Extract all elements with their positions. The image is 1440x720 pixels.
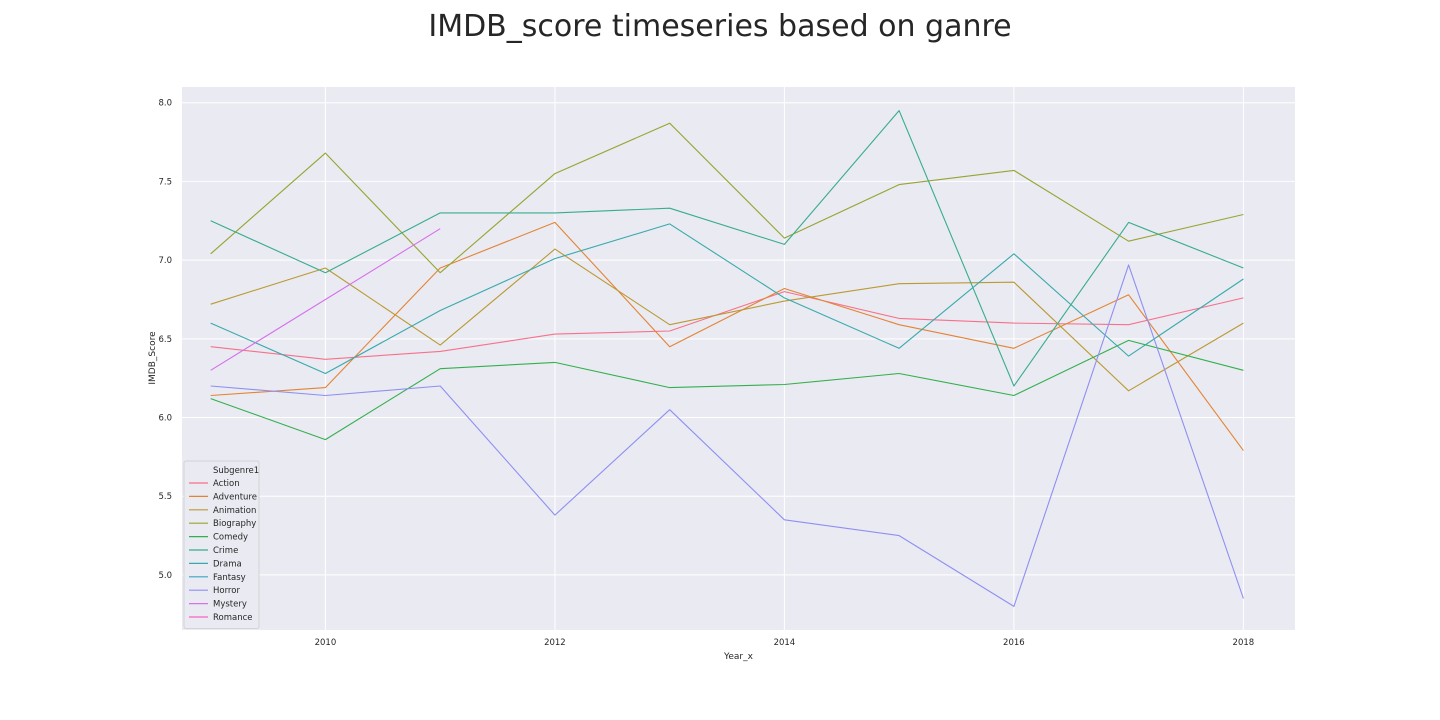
series-line-drama [210,223,1244,375]
legend-label-mystery: Mystery [213,600,247,610]
series-line-mystery [210,228,441,371]
y-tick-label: 8.0 [158,99,172,109]
series-line-comedy [210,339,1244,441]
series-line-adventure [210,221,1244,451]
y-tick-label: 5.5 [158,492,172,502]
y-axis-label: IMDB_Score [148,331,158,385]
chart-title: IMDB_score timeseries based on ganre [428,9,1011,44]
plot-area [182,87,1295,630]
legend-label-action: Action [213,479,240,489]
y-tick-label: 7.0 [158,256,172,266]
legend-label-biography: Biography [213,519,256,529]
legend-label-adventure: Adventure [213,492,257,502]
series-line-action [210,291,1244,360]
legend-title: Subgenre1 [213,466,259,476]
x-tick-label: 2012 [544,638,566,648]
x-axis-label: Year_x [723,652,754,662]
x-tick-label: 2010 [315,638,337,648]
y-tick-label: 7.5 [158,177,172,187]
x-tick-label: 2018 [1233,638,1255,648]
series-line-crime [210,110,1244,387]
series-line-horror [210,264,1244,607]
legend-label-crime: Crime [213,546,238,556]
x-tick-label: 2014 [774,638,796,648]
series-line-animation [210,248,1244,392]
legend-box [183,460,260,629]
x-tick-label: 2016 [1003,638,1025,648]
legend-label-drama: Drama [213,559,242,569]
series-line-biography [210,122,1244,274]
legend-label-fantasy: Fantasy [213,573,246,583]
legend-label-horror: Horror [213,586,240,596]
legend-label-comedy: Comedy [213,533,248,543]
y-tick-label: 6.0 [158,414,172,424]
legend-label-animation: Animation [213,506,256,516]
legend-label-romance: Romance [213,613,253,623]
y-tick-label: 6.5 [158,335,172,345]
y-tick-label: 5.0 [158,571,172,581]
